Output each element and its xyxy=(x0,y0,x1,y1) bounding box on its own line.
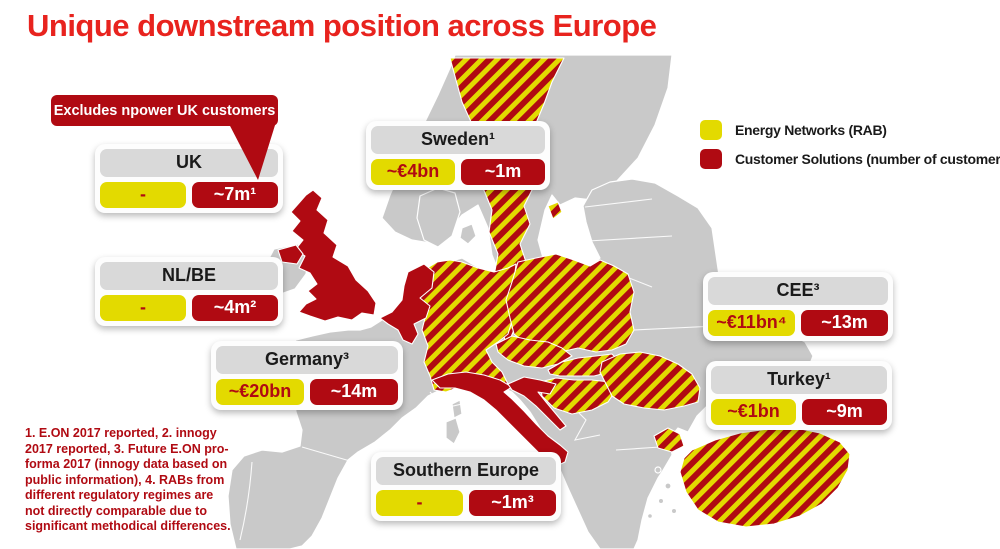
legend-label: Customer Solutions (number of customers) xyxy=(735,150,1000,167)
country-card-nlbe: NL/BE - ~4m² xyxy=(95,257,283,326)
energy-networks-value: - xyxy=(376,490,463,516)
customer-solutions-value: ~14m xyxy=(310,379,398,405)
map-region-benelux xyxy=(379,263,435,345)
footnote: 1. E.ON 2017 reported, 2. innogy 2017 re… xyxy=(25,426,231,533)
customer-solutions-value: ~9m xyxy=(802,399,887,425)
country-card-cee: CEE³ ~€11bn⁴ ~13m xyxy=(703,272,893,341)
map-region-greek-island xyxy=(646,512,653,519)
map-border-latvia-lithuania xyxy=(587,235,673,242)
energy-networks-value: ~€1bn xyxy=(711,399,796,425)
legend-item-customer-solutions: Customer Solutions (number of customers) xyxy=(700,148,1000,169)
map-border-portugal xyxy=(239,461,253,541)
map-region-romania xyxy=(599,351,701,411)
energy-networks-value: ~€20bn xyxy=(216,379,304,405)
map-border-estonia-latvia xyxy=(584,198,653,208)
map-region-slovenia-croatia xyxy=(507,376,567,431)
map-region-greek-island xyxy=(670,507,678,515)
country-card-southern-europe: Southern Europe - ~1m³ xyxy=(371,452,561,521)
map-border-pyrenees xyxy=(301,446,351,462)
country-name: NL/BE xyxy=(100,262,278,290)
map-region-turkey-thrace xyxy=(653,427,685,453)
customer-solutions-value: ~1m³ xyxy=(469,490,556,516)
energy-networks-value: ~€11bn⁴ xyxy=(708,310,795,336)
legend-item-energy-networks: Energy Networks (RAB) xyxy=(700,119,1000,140)
legend-swatch-yellow xyxy=(700,119,722,140)
page-title: Unique downstream position across Europe xyxy=(27,8,657,43)
country-card-sweden: Sweden¹ ~€4bn ~1m xyxy=(366,121,550,190)
country-name: Turkey¹ xyxy=(711,366,887,394)
map-region-czechia xyxy=(495,335,573,369)
map-region-italy xyxy=(431,371,569,469)
legend-swatch-red xyxy=(700,148,722,169)
energy-networks-value: - xyxy=(100,295,186,321)
customer-solutions-value: ~13m xyxy=(801,310,888,336)
map-region-turkey xyxy=(679,427,851,528)
map-border-bulgaria-greece xyxy=(615,446,661,451)
country-name: Sweden¹ xyxy=(371,126,545,154)
country-name: Southern Europe xyxy=(376,457,556,485)
customer-solutions-value: ~1m xyxy=(461,159,545,185)
callout-pointer xyxy=(228,122,276,180)
country-card-turkey: Turkey¹ ~€1bn ~9m xyxy=(706,361,892,430)
map-region-denmark xyxy=(416,187,461,248)
map-region-poland xyxy=(505,253,635,353)
map-region-greek-island xyxy=(664,482,672,490)
country-name: Germany³ xyxy=(216,346,398,374)
map-border-belarus-ukraine xyxy=(633,325,717,331)
map-region-denmark-island xyxy=(459,223,477,245)
map-region-great-britain xyxy=(290,189,377,322)
map-region-greek-island xyxy=(657,497,665,505)
map-region-germany xyxy=(419,259,517,393)
map-region-sardinia xyxy=(445,417,461,445)
country-name: CEE³ xyxy=(708,277,888,305)
callout-npower-note: Excludes npower UK customers xyxy=(51,95,278,126)
energy-networks-value: ~€4bn xyxy=(371,159,455,185)
country-card-germany: Germany³ ~€20bn ~14m xyxy=(211,341,403,410)
map-region-corsica xyxy=(451,399,463,419)
legend-label: Energy Networks (RAB) xyxy=(735,121,887,138)
map-region-greek-island xyxy=(654,466,662,474)
map-border-switzerland xyxy=(429,389,471,409)
map-region-northern-ireland xyxy=(277,244,304,265)
legend: Energy Networks (RAB) Customer Solutions… xyxy=(700,119,1000,177)
map-region-sweden-island xyxy=(547,201,563,220)
energy-networks-value: - xyxy=(100,182,186,208)
customer-solutions-value: ~4m² xyxy=(192,295,278,321)
customer-solutions-value: ~7m¹ xyxy=(192,182,278,208)
